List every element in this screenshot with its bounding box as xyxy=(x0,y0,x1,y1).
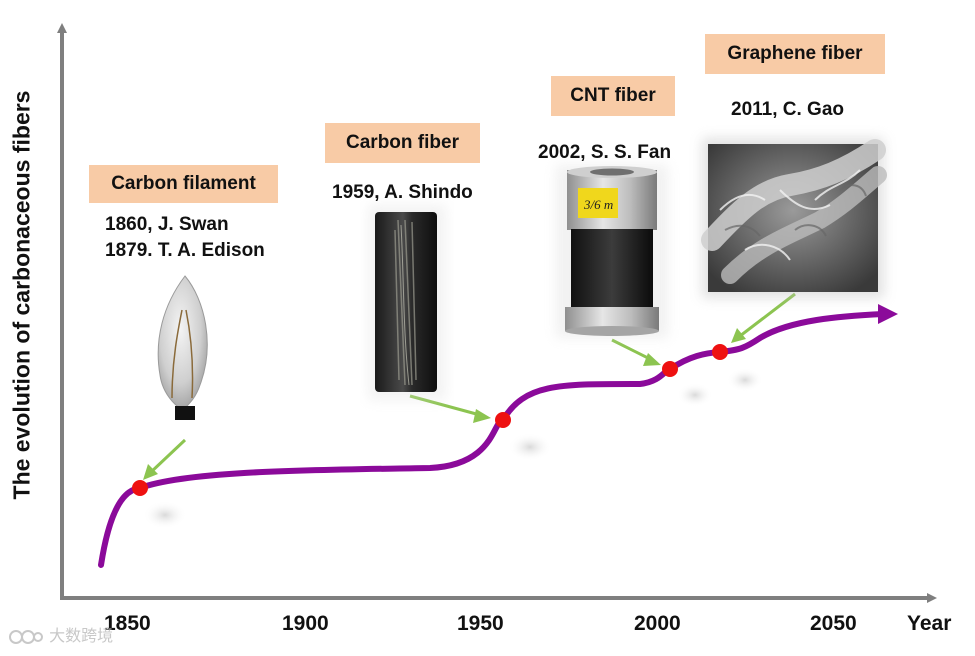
cnt-fiber-bobbin: 3/6 m xyxy=(556,165,668,338)
x-axis-title: Year xyxy=(907,612,952,635)
watermark-logo-icon xyxy=(9,629,43,644)
curve-arrowhead xyxy=(878,304,898,324)
milestone-tag-carbon-filament: Carbon filament xyxy=(89,165,278,203)
x-tick-1900: 1900 xyxy=(282,612,329,635)
x-tick-1950: 1950 xyxy=(457,612,504,635)
pointer-arrow xyxy=(611,338,661,366)
x-tick-2050: 2050 xyxy=(810,612,857,635)
watermark: 大数跨境 xyxy=(8,622,113,646)
y-axis-label: The evolution of carbonaceous fibers xyxy=(8,90,35,500)
cite-line: 1959, A. Shindo xyxy=(332,182,473,203)
cite-line: 2011, C. Gao xyxy=(731,99,845,120)
cite-line: 1879. T. A. Edison xyxy=(105,240,265,261)
pointer-arrow xyxy=(409,394,491,423)
carbon-fiber-spool xyxy=(368,205,446,400)
shadow-blob xyxy=(143,501,187,529)
milestone-dot-1959 xyxy=(495,412,511,428)
shadow-blob xyxy=(727,368,763,392)
milestone-cite-cnt-fiber: 2002, S. S. Fan xyxy=(538,140,671,166)
pointer-arrow xyxy=(731,292,796,343)
spool-label: 3/6 m xyxy=(583,197,613,212)
evolution-curve xyxy=(98,311,886,568)
x-tick-1850: 1850 xyxy=(104,612,151,635)
light-bulb-icon xyxy=(157,275,208,420)
watermark-text: 大数跨境 xyxy=(49,626,114,645)
cite-line: 1860, J. Swan xyxy=(105,214,229,235)
milestone-dot-1860 xyxy=(132,480,148,496)
milestone-cite-carbon-filament: 1860, J. Swan 1879. T. A. Edison xyxy=(105,212,265,264)
milestone-tag-graphene-fiber: Graphene fiber xyxy=(705,34,885,74)
x-tick-2000: 2000 xyxy=(634,612,681,635)
graphene-fiber-micrograph xyxy=(701,138,887,298)
milestone-dot-2011 xyxy=(712,344,728,360)
cite-line: 2002, S. S. Fan xyxy=(538,142,672,163)
shadow-blob xyxy=(677,383,713,407)
milestone-tag-carbon-fiber: Carbon fiber xyxy=(325,123,480,163)
milestone-cite-graphene-fiber: 2011, C. Gao xyxy=(731,97,844,123)
pointer-arrow xyxy=(143,438,187,480)
milestone-tag-cnt-fiber: CNT fiber xyxy=(551,76,675,116)
milestone-dot-2002 xyxy=(662,361,678,377)
milestone-cite-carbon-fiber: 1959, A. Shindo xyxy=(332,180,473,206)
shadow-blob xyxy=(508,433,552,461)
